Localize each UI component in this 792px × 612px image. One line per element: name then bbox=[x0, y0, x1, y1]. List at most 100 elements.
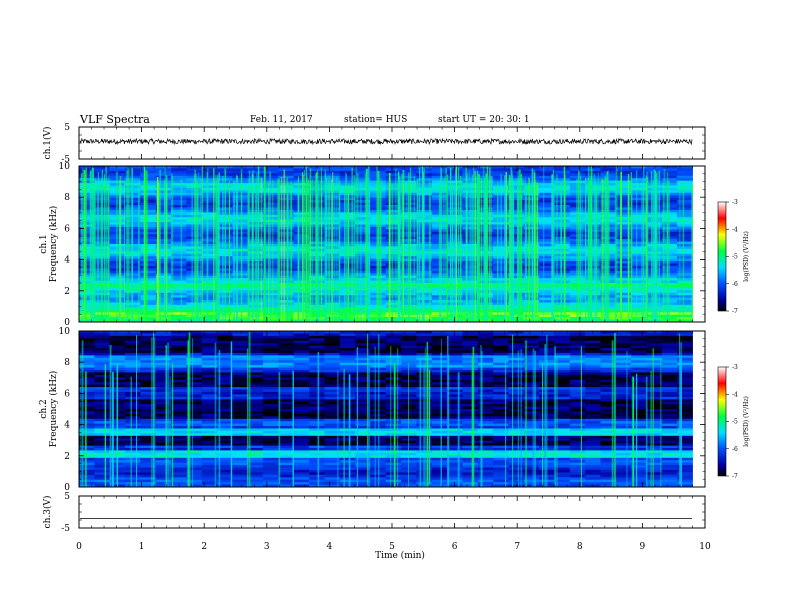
spectrogram-cell bbox=[615, 423, 632, 427]
spectrogram-cell bbox=[201, 166, 218, 169]
spectrogram-cell bbox=[140, 362, 157, 366]
spectrogram-cell bbox=[155, 185, 172, 189]
spectrogram-cell bbox=[247, 370, 264, 373]
spectrogram-cell bbox=[370, 401, 387, 405]
spectrogram-cell bbox=[94, 426, 111, 429]
spectrogram-cell bbox=[631, 314, 647, 318]
spectrogram-cell bbox=[600, 270, 617, 274]
spectrogram-cell bbox=[631, 409, 647, 412]
spectrogram-cell bbox=[140, 248, 157, 252]
spectrogram-cell bbox=[477, 409, 494, 412]
spectrogram-cell bbox=[247, 357, 264, 361]
spectrogram-cell bbox=[385, 207, 402, 211]
spectrogram-cell bbox=[94, 423, 111, 427]
spectrogram-cell bbox=[186, 387, 203, 390]
spectrogram-cell bbox=[79, 333, 95, 337]
spectrogram-cell bbox=[263, 404, 279, 407]
spectrogram-cell bbox=[493, 401, 509, 405]
spectrogram-cell bbox=[247, 166, 264, 169]
spectrogram-cell bbox=[293, 345, 310, 349]
spectrogram-cell bbox=[125, 374, 141, 378]
spectrogram-cell bbox=[385, 219, 402, 223]
spectrogram-cell bbox=[293, 409, 310, 412]
spectrogram-cell bbox=[370, 406, 387, 410]
spectrogram-cell bbox=[370, 374, 387, 378]
spectrogram-cell bbox=[539, 253, 555, 257]
spectrogram-cell bbox=[355, 438, 371, 442]
spectrogram-cell bbox=[631, 231, 647, 235]
spectrogram-cell bbox=[140, 173, 157, 177]
spectrogram-cell bbox=[615, 248, 632, 252]
spectrogram-cell bbox=[339, 379, 356, 383]
spectrogram-cell bbox=[447, 370, 463, 373]
spectrogram-cell bbox=[385, 319, 402, 323]
spectrogram-cell bbox=[125, 377, 141, 381]
spectrogram-cell bbox=[585, 426, 601, 429]
sferic-streak bbox=[510, 167, 513, 322]
spectrogram-cell bbox=[263, 406, 279, 410]
spectrogram-cell bbox=[554, 214, 571, 218]
spectrogram-cell bbox=[278, 226, 295, 230]
spectrogram-cell bbox=[201, 205, 218, 208]
spectrogram-cell bbox=[631, 190, 647, 194]
spectrogram-cell bbox=[554, 365, 571, 368]
spectrogram-cell bbox=[508, 384, 525, 388]
spectrogram-cell bbox=[171, 224, 187, 228]
spectrogram-cell bbox=[355, 244, 371, 247]
spectrogram-cell bbox=[508, 372, 525, 376]
spectrogram-cell bbox=[232, 406, 249, 410]
spectrogram-cell bbox=[309, 355, 325, 359]
spectrogram-cell bbox=[171, 222, 187, 225]
spectrogram-cell bbox=[109, 357, 126, 361]
spectrogram-cell bbox=[217, 290, 233, 294]
spectrogram-cell bbox=[646, 394, 663, 398]
spectrogram-cell bbox=[631, 406, 647, 410]
spectrogram-cell bbox=[401, 409, 417, 412]
spectrogram-cell bbox=[615, 300, 632, 303]
sferic-streak bbox=[195, 173, 197, 322]
spectrogram-cell bbox=[600, 209, 617, 213]
sferic-streak bbox=[97, 172, 99, 322]
spectrogram-cell bbox=[447, 389, 463, 393]
spectrogram-cell bbox=[217, 382, 233, 386]
spectrogram-cell bbox=[569, 370, 586, 373]
spectrogram-cell bbox=[554, 335, 571, 339]
spectrogram-cell bbox=[355, 285, 371, 289]
spectrogram-cell bbox=[615, 280, 632, 284]
spectrogram-cell bbox=[217, 440, 233, 444]
spectrogram-cell bbox=[171, 352, 187, 356]
spectrogram-cell bbox=[263, 357, 279, 361]
spectrogram-cell bbox=[477, 350, 494, 354]
spectrogram-cell bbox=[646, 409, 663, 412]
spectrogram-cell bbox=[539, 183, 555, 186]
spectrogram-cell bbox=[677, 217, 693, 221]
spectrogram-cell bbox=[615, 295, 632, 299]
spectrogram-cell bbox=[263, 362, 279, 366]
spectrogram-cell bbox=[155, 292, 172, 296]
spectrogram-cell bbox=[385, 333, 402, 337]
spectrogram-cell bbox=[217, 350, 233, 354]
spectrogram-cell bbox=[217, 265, 233, 269]
spectrogram-cell bbox=[539, 200, 555, 203]
spectrogram-cell bbox=[585, 234, 601, 238]
spectrogram-cell bbox=[508, 222, 525, 225]
spectrogram-cell bbox=[217, 379, 233, 383]
spectrogram-cell bbox=[186, 287, 203, 291]
spectrogram-cell bbox=[600, 426, 617, 429]
spectrogram-cell bbox=[462, 173, 479, 177]
spectrogram-cell bbox=[416, 350, 433, 354]
spectrogram-cell bbox=[324, 377, 341, 381]
spectrogram-cell bbox=[232, 270, 249, 274]
sferic-streak bbox=[491, 176, 492, 322]
spectrogram-cell bbox=[339, 389, 356, 393]
spectrogram-cell bbox=[385, 185, 402, 189]
spectrogram-cell bbox=[600, 224, 617, 228]
spectrogram-cell bbox=[385, 428, 402, 432]
spectrogram-cell bbox=[171, 345, 187, 349]
spectrogram-cell bbox=[539, 214, 555, 218]
spectrogram-cell bbox=[462, 357, 479, 361]
spectrogram-cell bbox=[508, 224, 525, 228]
spectrogram-cell bbox=[247, 440, 264, 444]
spectrogram-cell bbox=[201, 183, 218, 186]
spectrogram-cell bbox=[431, 367, 448, 371]
